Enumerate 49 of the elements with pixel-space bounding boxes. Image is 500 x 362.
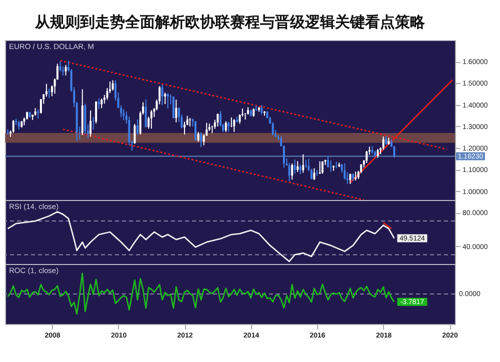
candlestick [37, 108, 40, 119]
candlestick [144, 98, 147, 128]
candlestick [112, 80, 114, 92]
candlestick [90, 110, 92, 138]
candlestick [200, 132, 202, 148]
candlestick [302, 154, 304, 174]
chart-title: 从规则到走势全面解析欧协联赛程与晋级逻辑关键看点策略 [34, 13, 426, 31]
candlestick [296, 160, 299, 172]
candlestick [161, 84, 164, 106]
candlestick [335, 161, 338, 169]
candlestick [228, 121, 230, 132]
candlestick [330, 160, 332, 172]
candlestick [95, 100, 98, 124]
candlestick [366, 150, 368, 164]
candlestick [98, 98, 100, 110]
candlestick [260, 104, 263, 115]
candlestick [224, 120, 227, 133]
candlestick [136, 118, 139, 136]
candlestick [344, 162, 346, 180]
candlestick [194, 120, 196, 141]
candlestick [272, 122, 274, 136]
candlestick [197, 131, 200, 142]
candlestick [175, 99, 178, 123]
candlestick [349, 173, 352, 184]
candlestick [313, 168, 316, 181]
candlestick [164, 92, 166, 104]
candlestick [294, 159, 296, 174]
candlestick [59, 60, 62, 72]
candlestick [166, 92, 169, 110]
candlestick [318, 160, 321, 175]
candlestick [100, 98, 103, 109]
candlestick [172, 96, 174, 119]
candlestick [321, 160, 324, 174]
candlestick [122, 108, 125, 121]
candlestick [150, 110, 152, 130]
candlestick [327, 156, 330, 168]
candlestick [216, 113, 219, 127]
candlestick [134, 123, 136, 144]
candlestick [12, 120, 14, 134]
candlestick [299, 164, 302, 175]
line-series [7, 211, 395, 262]
candlestick [184, 121, 186, 135]
candlestick [64, 64, 67, 76]
candlestick [291, 162, 294, 180]
candlestick [382, 136, 384, 150]
candlestick [18, 120, 20, 130]
candlestick [233, 118, 236, 132]
candlestick [188, 118, 191, 127]
candlestick [288, 162, 290, 182]
